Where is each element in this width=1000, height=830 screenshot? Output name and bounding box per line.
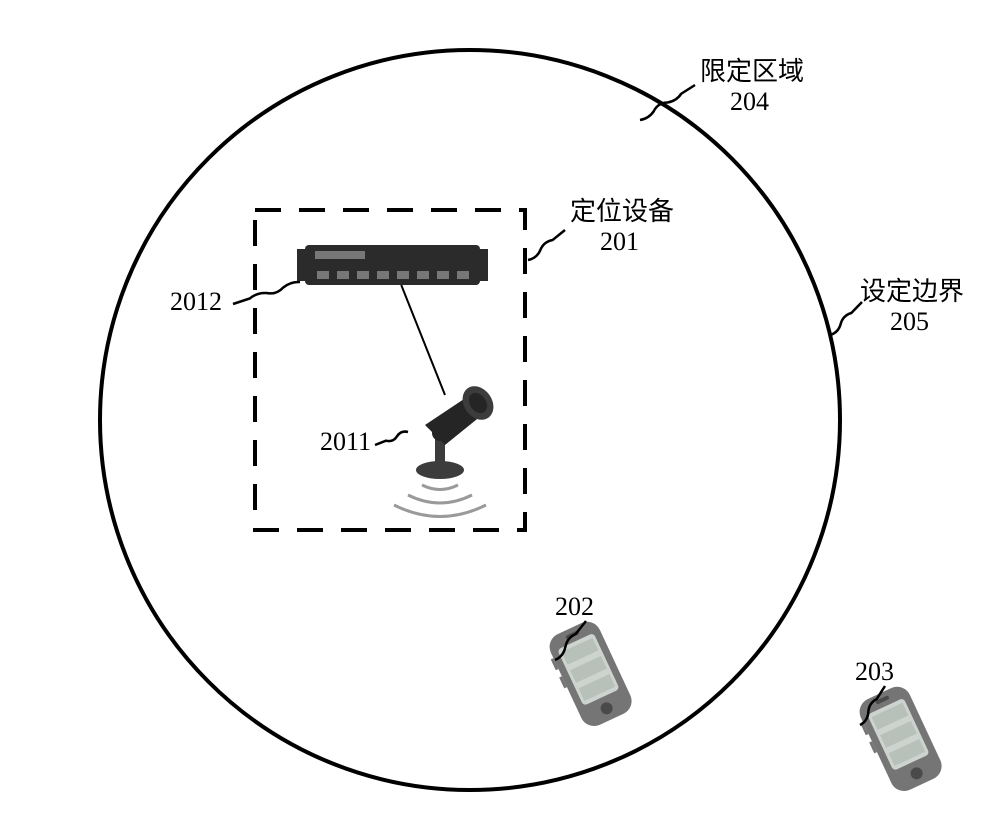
svg-text:2011: 2011 — [320, 427, 371, 456]
svg-text:204: 204 — [730, 87, 769, 116]
svg-text:限定区域: 限定区域 — [700, 57, 804, 86]
network-server-icon — [297, 245, 488, 285]
speaker-icon — [394, 380, 500, 516]
svg-text:203: 203 — [855, 657, 894, 686]
svg-text:2012: 2012 — [170, 287, 222, 316]
svg-text:201: 201 — [600, 227, 639, 256]
phone-203-icon — [852, 682, 946, 797]
svg-text:设定边界: 设定边界 — [860, 277, 964, 306]
connector-line — [401, 285, 445, 395]
svg-text:202: 202 — [555, 592, 594, 621]
phone-202-icon — [542, 617, 636, 732]
svg-text:205: 205 — [890, 307, 929, 336]
svg-text:定位设备: 定位设备 — [570, 197, 674, 226]
